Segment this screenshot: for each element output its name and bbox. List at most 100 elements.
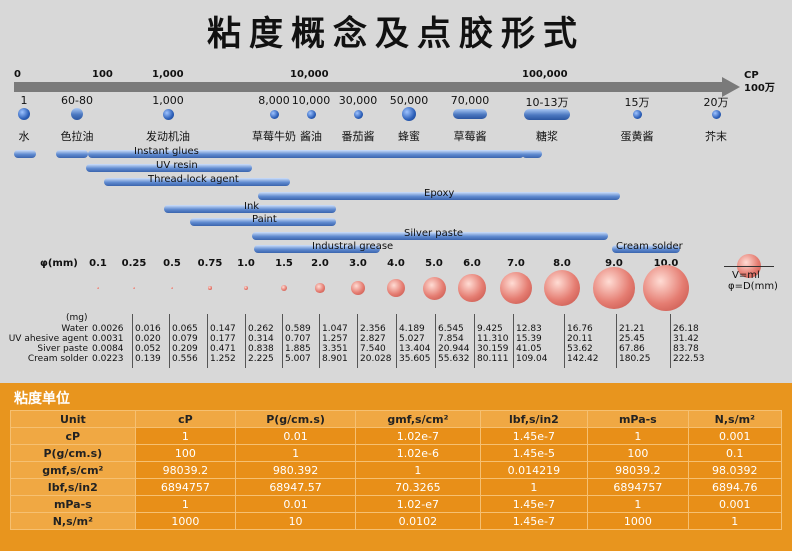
mass-divider — [396, 314, 397, 368]
fluid-viscosity: 10-13万 — [525, 96, 569, 109]
unit-value-cell: 68947.57 — [235, 478, 357, 496]
unit-value-cell: 100 — [134, 444, 237, 462]
fluid-name: 糖浆 — [536, 130, 558, 143]
mass-value: 55.632 — [438, 354, 470, 364]
mass-value: 1.885 — [285, 344, 311, 354]
mass-divider — [564, 314, 565, 368]
diameter-value: 2.0 — [311, 258, 329, 269]
fluid-drop — [453, 109, 487, 119]
droplet-ball — [208, 286, 212, 290]
mass-value: 16.76 — [567, 324, 593, 334]
mass-value: 9.425 — [477, 324, 503, 334]
mass-value: 2.225 — [248, 354, 274, 364]
diameter-value: 3.0 — [349, 258, 367, 269]
fluid-name: 草莓牛奶 — [252, 130, 296, 143]
fluid-drop — [353, 109, 363, 119]
mass-value: 41.05 — [516, 344, 542, 354]
mass-value: 0.0084 — [92, 344, 124, 354]
mass-value: 8.901 — [322, 354, 348, 364]
diameter-value: 7.0 — [507, 258, 525, 269]
adhesive-bar — [522, 150, 542, 158]
unit-table-row: cP 1 0.01 1.02e-7 1.45e-7 1 0.001 — [10, 427, 783, 445]
scale-tick: 10,000 — [290, 69, 329, 80]
mass-value: 0.471 — [210, 344, 236, 354]
unit-table-row: N,s/m² 1000 10 0.0102 1.45e-7 1000 1 — [10, 512, 783, 530]
unit-value-cell: 0.014219 — [479, 461, 589, 479]
mass-value: 0.314 — [248, 334, 274, 344]
droplet-ball — [422, 276, 446, 300]
adhesive-label: Ink — [244, 201, 260, 212]
mass-divider — [169, 314, 170, 368]
droplet-ball — [458, 274, 486, 302]
mass-value: 15.39 — [516, 334, 542, 344]
fluid-drop — [711, 109, 721, 119]
mass-value: 142.42 — [567, 354, 599, 364]
adhesive-bar — [56, 150, 88, 158]
unit-value-cell: 1.02-e7 — [355, 495, 481, 513]
unit-value-cell: 6894.76 — [687, 478, 783, 496]
droplet-ball — [593, 267, 635, 309]
mass-value: 7.854 — [438, 334, 464, 344]
fluid-viscosity: 1 — [20, 94, 28, 107]
fluid-viscosity: 20万 — [703, 96, 729, 109]
scale-unit: CP 100万 — [744, 70, 775, 94]
fluid-drop — [524, 109, 570, 120]
mass-value: 0.177 — [210, 334, 236, 344]
mass-unit: (mg) — [66, 313, 88, 323]
adhesive-label: Cream solder — [616, 241, 683, 252]
unit-row-label: cP — [10, 427, 136, 445]
unit-value-cell: 0.01 — [235, 427, 357, 445]
mass-divider — [357, 314, 358, 368]
unit-value-cell: 1 — [235, 444, 357, 462]
mass-value: 0.0031 — [92, 334, 124, 344]
fluid-name: 草莓酱 — [453, 130, 487, 143]
mass-value: 1.252 — [210, 354, 236, 364]
mass-value: 0.0026 — [92, 324, 124, 334]
mass-value: 80.111 — [477, 354, 509, 364]
mass-value: 0.556 — [172, 354, 198, 364]
mass-value: 67.86 — [619, 344, 645, 354]
mass-value: 4.189 — [399, 324, 425, 334]
mass-value: 0.707 — [285, 334, 311, 344]
droplet-ball — [499, 271, 533, 305]
adhesive-bar — [164, 205, 336, 213]
mass-value: 83.78 — [673, 344, 699, 354]
unit-value-cell: 980.392 — [235, 461, 357, 479]
mass-value: 2.827 — [360, 334, 386, 344]
mass-value: 21.21 — [619, 324, 645, 334]
diameter-value: 0.5 — [163, 258, 181, 269]
fluid-name: 番茄酱 — [341, 130, 375, 143]
unit-value-cell: 1.45e-5 — [479, 444, 589, 462]
mass-divider — [319, 314, 320, 368]
droplet-ball — [315, 283, 325, 293]
unit-value-cell: 1 — [134, 495, 237, 513]
scale-tick: 100,000 — [522, 69, 568, 80]
fluid-drop — [71, 108, 83, 120]
unit-row-label: N,s/m² — [10, 512, 136, 530]
adhesive-bar — [252, 232, 608, 240]
droplet-ball — [170, 286, 174, 290]
mass-value: 0.020 — [135, 334, 161, 344]
mass-value: 25.45 — [619, 334, 645, 344]
mass-divider — [513, 314, 514, 368]
fluid-viscosity: 50,000 — [389, 94, 429, 107]
mass-value: 0.065 — [172, 324, 198, 334]
mass-value: 180.25 — [619, 354, 651, 364]
fluid-drop — [162, 108, 174, 120]
fluid-viscosity: 8,000 — [258, 94, 290, 107]
viscosity-scale-arrow — [14, 82, 724, 92]
unit-value-cell: 6894757 — [134, 478, 237, 496]
mass-value: 1.257 — [322, 334, 348, 344]
mass-value: 31.42 — [673, 334, 699, 344]
unit-conversion-table: Unit cP P(g/cm.s) gmf,s/cm² lbf,s/in2 mPa-s N,… — [10, 410, 783, 530]
unit-value-cell: 70.3265 — [355, 478, 481, 496]
unit-header-cell: P(g/cm.s) — [235, 410, 357, 428]
unit-value-cell: 1 — [587, 427, 689, 445]
droplet-ball — [243, 285, 249, 291]
mass-value: 0.0223 — [92, 354, 124, 364]
mass-value: 11.310 — [477, 334, 509, 344]
legend-diameter: φ=D(mm) — [728, 281, 778, 292]
diameter-value: 10.0 — [653, 258, 679, 269]
unit-value-cell: 98039.2 — [587, 461, 689, 479]
mass-value: 26.18 — [673, 324, 699, 334]
